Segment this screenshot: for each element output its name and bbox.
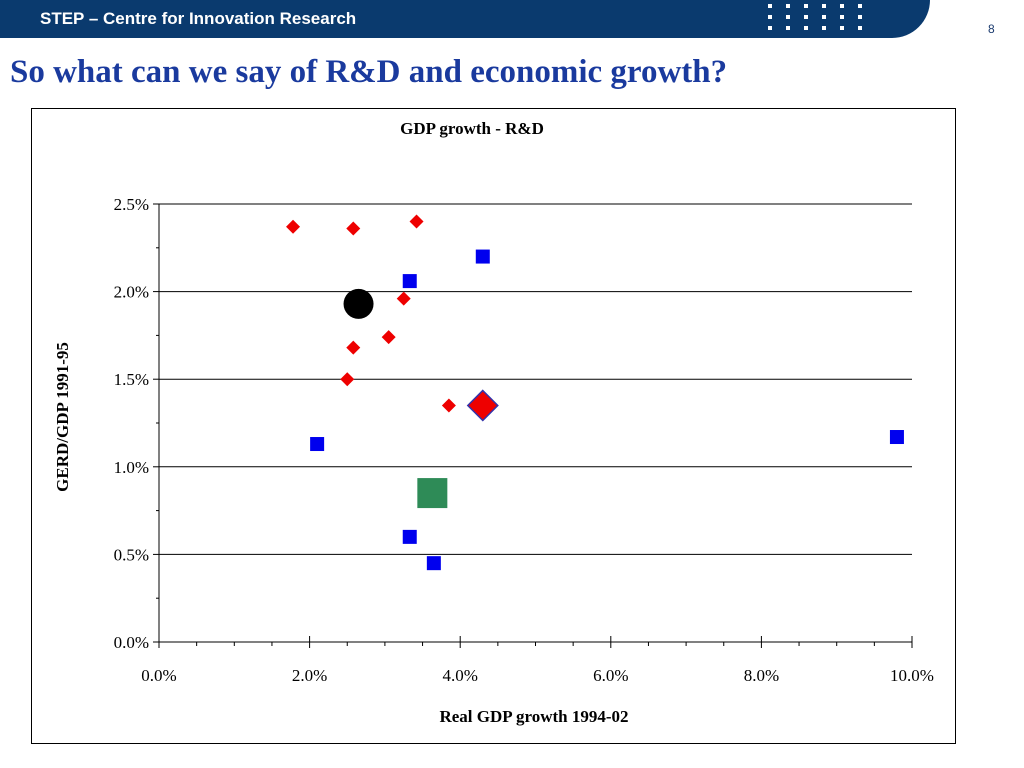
x-tick-label: 2.0% — [292, 666, 327, 685]
dot — [786, 4, 790, 8]
data-point — [346, 340, 361, 355]
scatter-chart: GDP growth - R&D Real GDP growth 1994-02… — [53, 119, 934, 726]
data-point — [343, 288, 374, 319]
header-bar — [0, 0, 930, 38]
data-point — [426, 556, 441, 571]
dot — [786, 15, 790, 19]
dot — [822, 4, 826, 8]
dot — [858, 4, 862, 8]
data-point — [417, 478, 448, 509]
x-tick-label: 8.0% — [744, 666, 779, 685]
x-tick-label: 6.0% — [593, 666, 628, 685]
dot — [840, 15, 844, 19]
x-tick-label: 0.0% — [141, 666, 176, 685]
dot — [858, 15, 862, 19]
data-point — [889, 430, 904, 445]
data-point — [409, 214, 424, 229]
dot — [786, 26, 790, 30]
page-number: 8 — [988, 22, 995, 36]
dot — [822, 15, 826, 19]
dot — [822, 26, 826, 30]
y-tick-label: 2.0% — [114, 283, 149, 302]
slide-title: So what can we say of R&D and economic g… — [10, 54, 728, 90]
data-point — [466, 389, 499, 422]
dot — [840, 4, 844, 8]
chart-title: GDP growth - R&D — [400, 119, 544, 138]
data-point — [346, 221, 361, 236]
data-point — [340, 372, 355, 387]
y-axis-label: GERD/GDP 1991-95 — [53, 342, 72, 492]
chart-frame: GDP growth - R&D Real GDP growth 1994-02… — [31, 108, 956, 744]
y-tick-label: 0.0% — [114, 633, 149, 652]
y-tick-label: 1.5% — [114, 370, 149, 389]
dot — [768, 4, 772, 8]
data-point — [396, 291, 411, 306]
y-tick-label: 1.0% — [114, 458, 149, 477]
dot — [804, 4, 808, 8]
org-name: STEP – Centre for Innovation Research — [40, 9, 357, 28]
data-point — [402, 274, 417, 289]
dot — [840, 26, 844, 30]
data-point — [310, 437, 325, 452]
x-tick-label: 4.0% — [442, 666, 477, 685]
data-point — [441, 398, 456, 413]
x-tick-label: 10.0% — [890, 666, 934, 685]
data-point — [402, 529, 417, 544]
dot — [858, 26, 862, 30]
dot — [804, 15, 808, 19]
dot — [768, 26, 772, 30]
data-point — [475, 249, 490, 264]
dot — [768, 15, 772, 19]
data-point — [381, 330, 396, 345]
data-point — [286, 219, 301, 234]
y-tick-label: 0.5% — [114, 545, 149, 564]
dot — [804, 26, 808, 30]
x-axis-label: Real GDP growth 1994-02 — [439, 707, 628, 726]
y-tick-label: 2.5% — [114, 195, 149, 214]
